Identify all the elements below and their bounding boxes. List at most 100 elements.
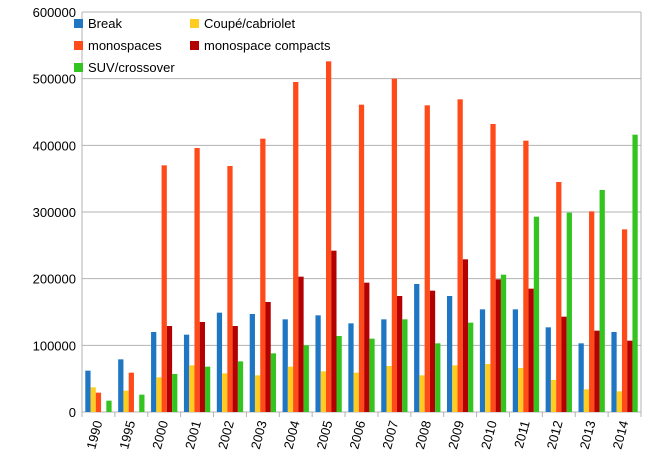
bar — [381, 319, 387, 412]
bar — [599, 190, 605, 412]
legend-label: Break — [88, 16, 122, 31]
bar — [260, 138, 266, 412]
bar — [293, 82, 299, 412]
bar — [583, 389, 590, 412]
bar — [194, 148, 200, 412]
x-axis-ticks: 1990 1995 2000 2001 2002 2003 2004 2005 2006 2007… — [83, 419, 631, 451]
x-tick-label: 1990 — [83, 419, 105, 451]
legend-item: Break — [74, 16, 122, 31]
bar — [414, 284, 420, 412]
bar — [386, 366, 392, 412]
legend-label: monospaces — [88, 38, 162, 53]
bar — [254, 375, 261, 412]
legend-label: monospace compacts — [204, 38, 331, 53]
x-tick-label: 2003 — [248, 419, 270, 451]
y-tick-label: 200000 — [33, 272, 76, 287]
bar — [578, 343, 584, 412]
bar — [518, 368, 524, 412]
bar — [556, 182, 562, 412]
legend-item: Coupé/cabriolet — [190, 16, 295, 31]
bar — [533, 216, 540, 412]
bar — [128, 372, 134, 412]
bar — [216, 312, 223, 412]
bar — [616, 391, 622, 412]
legend-swatch — [74, 19, 83, 28]
bar — [364, 282, 370, 412]
bar — [523, 140, 529, 412]
legend-item: SUV/crossover — [74, 60, 175, 75]
bar — [123, 390, 129, 412]
bar — [495, 279, 501, 412]
x-tick-label: 2010 — [478, 419, 500, 451]
legend-label: Coupé/cabriolet — [204, 16, 295, 31]
bar — [490, 124, 496, 412]
legend-swatch — [190, 41, 199, 50]
bar — [397, 296, 403, 412]
bar — [161, 165, 167, 412]
bar — [512, 309, 519, 412]
x-tick-label: 2007 — [379, 419, 401, 451]
bar — [468, 322, 474, 412]
bar — [429, 290, 436, 412]
bar — [287, 366, 294, 412]
legend-item: monospaces — [74, 38, 162, 53]
bar — [85, 370, 91, 412]
bar — [106, 400, 112, 412]
axes — [81, 12, 642, 417]
bar — [325, 61, 332, 412]
bar — [632, 134, 638, 412]
bar — [550, 380, 557, 412]
bar — [353, 372, 359, 412]
x-tick-label: 2005 — [314, 419, 336, 451]
bar — [391, 78, 398, 413]
bar — [528, 288, 534, 412]
bar — [222, 373, 228, 412]
bar — [369, 338, 375, 412]
bar — [500, 274, 507, 412]
bar — [594, 330, 600, 412]
bar — [315, 315, 321, 412]
bar — [249, 314, 255, 412]
x-tick-label: 2011 — [511, 419, 533, 450]
bars — [85, 61, 638, 413]
legend: Break Coupé/cabriolet monospaces monospace … — [74, 16, 331, 75]
bar — [156, 377, 162, 412]
bar — [402, 319, 408, 412]
bar — [566, 212, 572, 412]
y-tick-label: 0 — [69, 405, 76, 420]
bar — [419, 375, 425, 412]
bar — [457, 99, 463, 412]
bar — [627, 340, 633, 412]
y-axis-ticks: 0 100000 200000 300000 400000 500000 600000 — [33, 5, 76, 420]
bar — [303, 345, 309, 412]
bar — [446, 296, 453, 412]
bar — [589, 211, 595, 412]
bar — [611, 332, 617, 412]
bar — [358, 104, 365, 413]
bar — [270, 353, 277, 412]
y-tick-label: 300000 — [33, 205, 76, 220]
bar — [282, 319, 288, 412]
legend-swatch — [74, 41, 83, 50]
x-tick-label: 2002 — [215, 419, 237, 451]
bar — [172, 374, 178, 412]
bar — [452, 365, 458, 412]
bar — [183, 334, 190, 412]
bar — [561, 316, 567, 412]
bar — [621, 229, 628, 412]
bar — [485, 364, 491, 412]
bar — [435, 343, 441, 412]
bar — [424, 105, 430, 412]
bar — [166, 326, 173, 412]
y-tick-label: 400000 — [33, 138, 76, 153]
x-tick-label: 2013 — [577, 419, 599, 451]
bar — [265, 302, 271, 412]
x-tick-label: 1995 — [116, 419, 138, 451]
bar — [331, 250, 337, 412]
bar — [336, 336, 342, 412]
x-tick-label: 2004 — [281, 419, 303, 451]
bar — [320, 371, 326, 412]
bar — [199, 322, 205, 412]
x-tick-label: 2014 — [609, 419, 631, 451]
